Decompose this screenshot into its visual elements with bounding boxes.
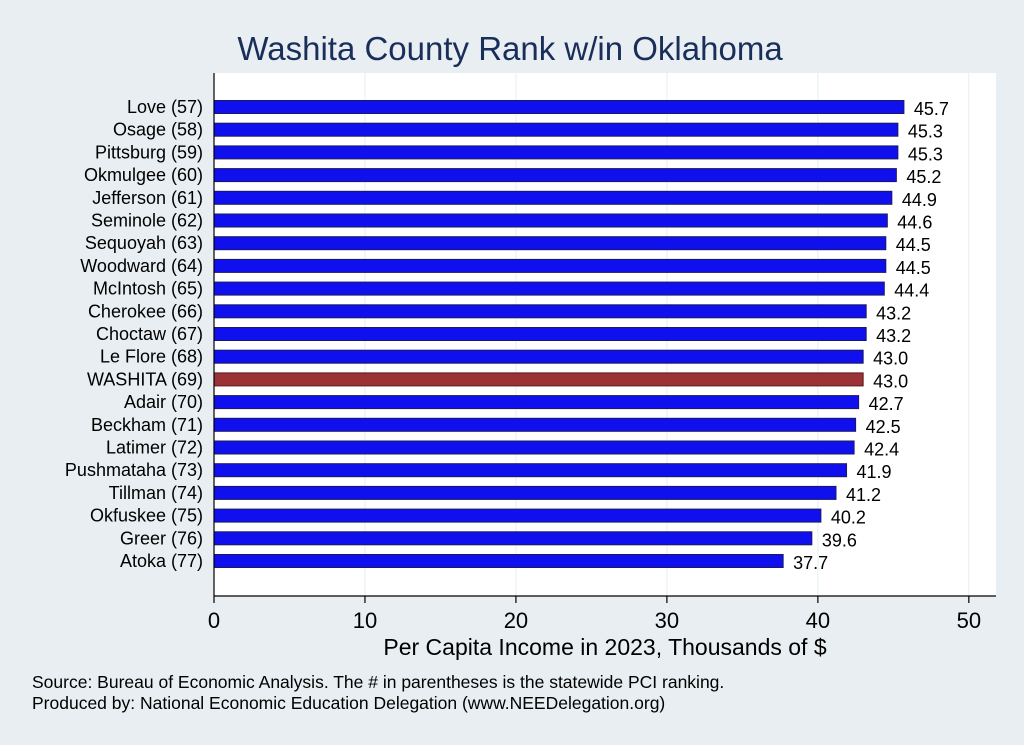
x-tick-label: 30: [655, 608, 679, 633]
category-label: Latimer (72): [106, 438, 203, 458]
bar: [213, 485, 837, 500]
value-label: 44.5: [896, 235, 931, 255]
category-label: Woodward (64): [80, 256, 203, 276]
category-label: WASHITA (69): [87, 369, 203, 389]
bar: [213, 190, 893, 205]
x-tick-label: 0: [208, 608, 220, 633]
value-label: 44.4: [894, 281, 929, 301]
bar: [213, 145, 899, 160]
bar: [213, 100, 905, 114]
category-label: Choctaw (67): [96, 324, 203, 344]
value-label: 44.5: [896, 258, 931, 278]
bar: [213, 304, 867, 319]
value-label: 45.7: [914, 99, 949, 119]
value-label: 43.2: [876, 303, 911, 323]
bars: [213, 100, 905, 568]
x-tick-label: 40: [806, 608, 830, 633]
value-label: 43.0: [873, 349, 908, 369]
bar: [213, 463, 848, 478]
value-label: 42.7: [869, 394, 904, 414]
value-label: 40.2: [831, 508, 866, 528]
category-label: Seminole (62): [91, 211, 203, 231]
produced-by-note: Produced by: National Economic Education…: [32, 693, 665, 713]
bar: [213, 417, 857, 432]
category-label: Okfuskee (75): [90, 506, 203, 526]
x-tick-label: 20: [504, 608, 528, 633]
bar: [213, 327, 867, 341]
bar: [213, 508, 822, 523]
x-tick-label: 10: [353, 608, 377, 633]
category-label: Cherokee (66): [88, 301, 203, 321]
x-axis-label: Per Capita Income in 2023, Thousands of …: [383, 634, 826, 660]
category-label: McIntosh (65): [93, 279, 203, 299]
bar: [213, 349, 864, 364]
value-label: 42.4: [864, 440, 899, 460]
bar: [213, 236, 887, 251]
bar-highlight: [213, 372, 864, 387]
bar: [213, 531, 813, 546]
value-label: 43.0: [873, 371, 908, 391]
category-label: Atoka (77): [120, 551, 203, 571]
value-label: 45.2: [906, 167, 941, 187]
bar: [213, 122, 899, 137]
value-label: 43.2: [876, 326, 911, 346]
value-label: 42.5: [866, 417, 901, 437]
x-axis-ticks: 0 10 20 30 40 50: [208, 596, 981, 633]
value-label: 39.6: [822, 530, 857, 550]
category-label: Pushmataha (73): [65, 460, 203, 480]
value-labels: 45.745.345.345.244.944.644.544.544.443.2…: [793, 99, 949, 573]
category-label: Sequoyah (63): [85, 233, 203, 253]
bar: [213, 281, 885, 296]
category-label: Beckham (71): [91, 415, 203, 435]
value-label: 44.6: [897, 213, 932, 233]
category-label: Love (57): [127, 97, 203, 117]
category-label: Greer (76): [120, 528, 203, 548]
category-labels: Love (57) Osage (58)Pittsburg (59) Okmulge…: [65, 97, 203, 571]
value-label: 45.3: [908, 144, 943, 164]
value-label: 37.7: [793, 553, 828, 573]
value-label: 41.9: [857, 462, 892, 482]
chart-title: Washita County Rank w/in Oklahoma: [237, 30, 783, 67]
category-label: Pittsburg (59): [95, 142, 203, 162]
x-tick-label: 50: [957, 608, 981, 633]
bar: [213, 554, 784, 568]
value-label: 44.9: [902, 190, 937, 210]
bar: [213, 395, 860, 410]
source-note: Source: Bureau of Economic Analysis. The…: [32, 672, 724, 692]
category-label: Tillman (74): [109, 483, 203, 503]
category-label: Okmulgee (60): [84, 165, 203, 185]
category-label: Osage (58): [113, 120, 203, 140]
bar: [213, 440, 855, 455]
category-label: Le Flore (68): [100, 347, 203, 367]
category-label: Jefferson (61): [92, 188, 203, 208]
bar: [213, 213, 888, 228]
bar: [213, 258, 887, 273]
bar: [213, 168, 897, 183]
value-label: 45.3: [908, 122, 943, 142]
value-label: 41.2: [846, 485, 881, 505]
category-label: Adair (70): [124, 392, 203, 412]
